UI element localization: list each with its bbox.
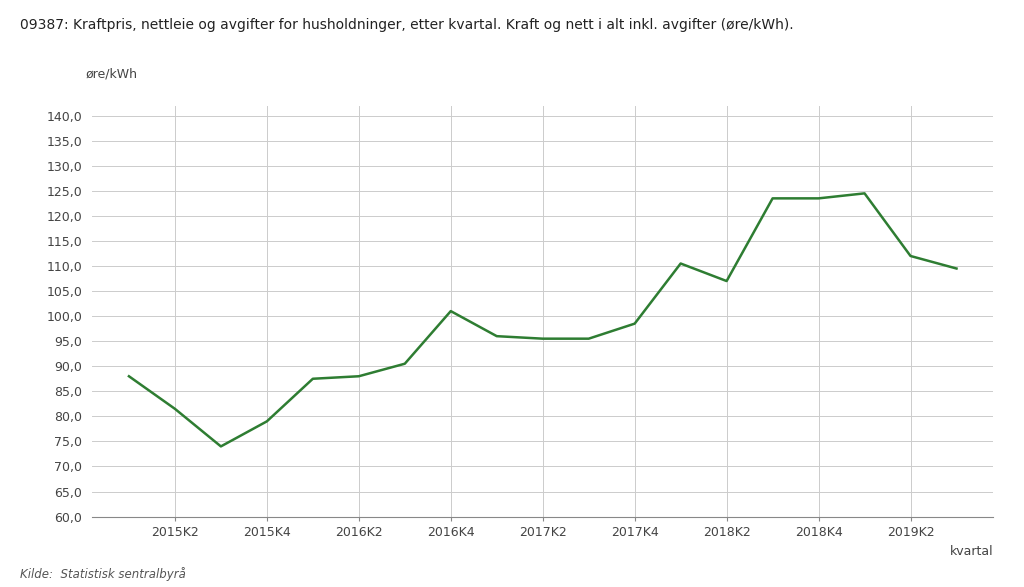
Text: Kilde:  Statistisk sentralbyrå: Kilde: Statistisk sentralbyrå (20, 567, 186, 581)
Text: 09387: Kraftpris, nettleie og avgifter for husholdninger, etter kvartal. Kraft o: 09387: Kraftpris, nettleie og avgifter f… (20, 18, 794, 32)
Text: øre/kWh: øre/kWh (85, 68, 137, 80)
Text: kvartal: kvartal (949, 545, 993, 558)
